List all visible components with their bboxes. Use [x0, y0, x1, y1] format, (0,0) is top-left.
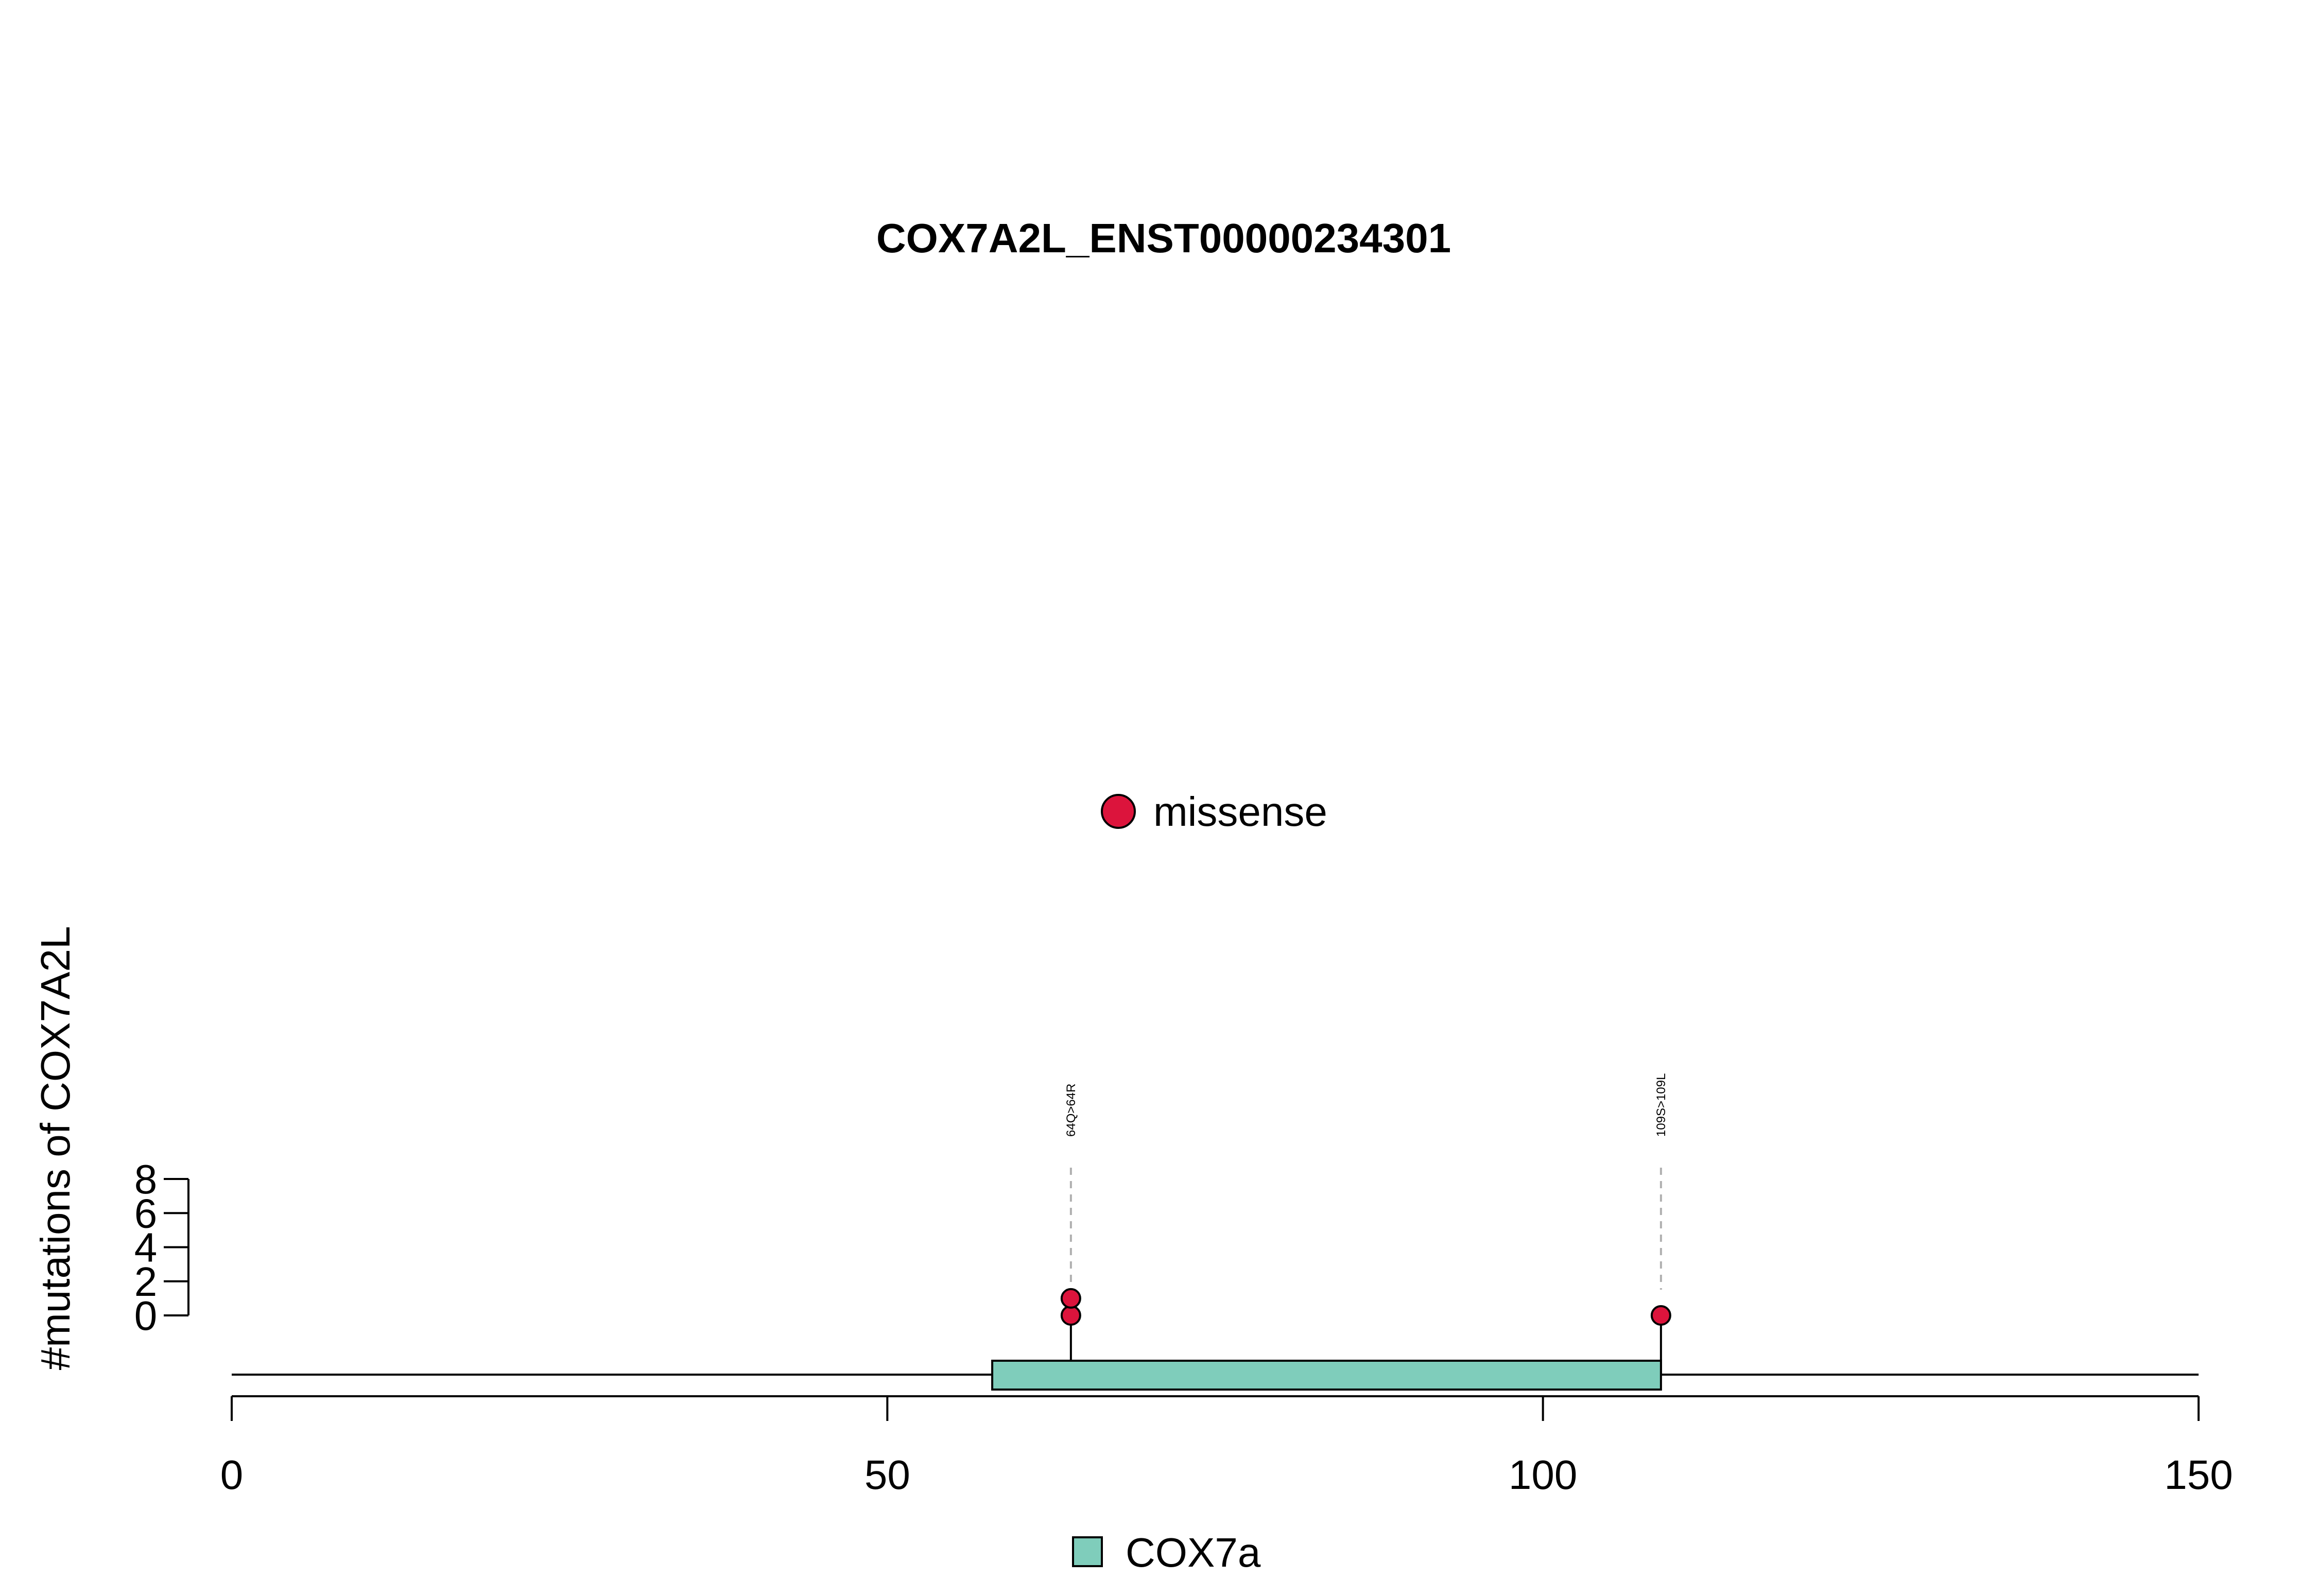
x-tick-label-0: 0 — [220, 1452, 244, 1498]
chart-title: COX7A2L_ENST00000234301 — [876, 215, 1451, 261]
mutation-lollipops: 64Q>64R 109S>109L — [1060, 1073, 1671, 1375]
mutation-label-64Q>64R: 64Q>64R — [1064, 1084, 1078, 1137]
legend-marker-missense — [1101, 794, 1136, 829]
domain-COX7a — [991, 1360, 1662, 1391]
y-tick-label-8: 8 — [134, 1156, 158, 1202]
domain-legend-label-COX7a: COX7a — [1126, 1530, 1261, 1575]
y-tick-label-0: 0 — [134, 1293, 158, 1339]
legend-label-missense: missense — [1153, 789, 1327, 835]
mutation-type-legend: missense — [1101, 789, 1327, 835]
lollipop-point-64Q>64R-2 — [1060, 1288, 1081, 1309]
lollipop-point-109S>109L-1 — [1650, 1305, 1671, 1326]
protein-track — [232, 1360, 2199, 1391]
domain-legend-swatch-COX7a — [1072, 1536, 1103, 1567]
domain-legend: COX7a — [1072, 1530, 1261, 1575]
y-axis-label: #mutations of COX7A2L — [32, 926, 78, 1371]
y-tick-label-6: 6 — [134, 1190, 158, 1236]
mutation-label-109S>109L: 109S>109L — [1654, 1073, 1668, 1137]
x-axis: 0 50 100 150 — [220, 1395, 2233, 1498]
x-tick-label-100: 100 — [1509, 1452, 1577, 1498]
x-tick-label-50: 50 — [864, 1452, 910, 1498]
x-tick-label-150: 150 — [2164, 1452, 2233, 1498]
y-tick-label-2: 2 — [134, 1259, 158, 1305]
y-tick-label-4: 4 — [134, 1225, 158, 1271]
lollipop-point-64Q>64R-1 — [1060, 1305, 1081, 1326]
